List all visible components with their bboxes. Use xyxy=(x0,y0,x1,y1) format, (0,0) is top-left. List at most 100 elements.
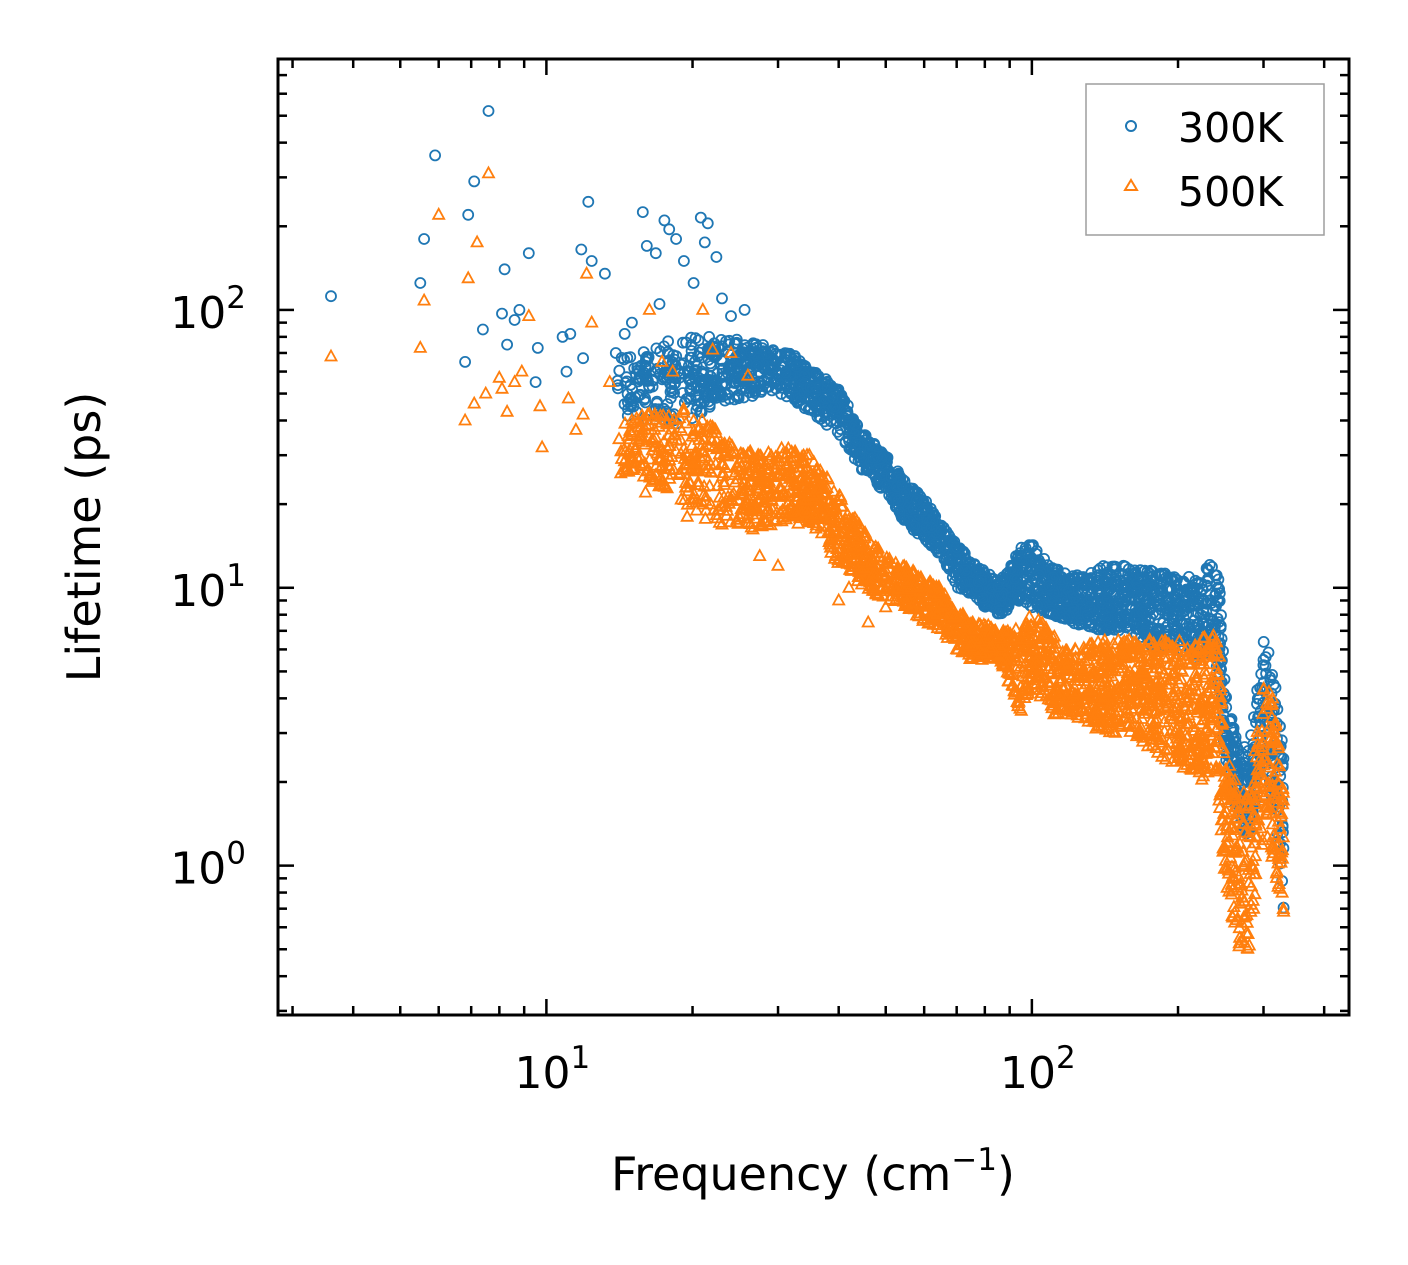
data-point xyxy=(522,247,535,260)
data-point xyxy=(1036,670,1051,683)
plot-area xyxy=(323,105,1291,954)
data-point xyxy=(685,338,698,351)
data-point xyxy=(1127,568,1139,580)
data-point xyxy=(1226,899,1241,912)
data-point xyxy=(715,353,728,366)
data-point xyxy=(585,255,598,267)
data-point xyxy=(633,457,648,471)
data-point xyxy=(651,395,663,408)
data-point xyxy=(831,592,846,606)
data-point xyxy=(1271,876,1287,889)
data-point xyxy=(1169,628,1182,641)
data-point xyxy=(1130,577,1143,590)
data-point xyxy=(496,307,508,320)
data-point xyxy=(1193,682,1208,696)
data-point xyxy=(1240,940,1255,954)
data-point xyxy=(698,463,713,477)
data-point xyxy=(950,541,963,554)
data-point xyxy=(1146,635,1161,649)
data-point xyxy=(1148,692,1163,705)
data-point xyxy=(768,512,783,525)
data-point xyxy=(1032,616,1047,629)
data-point xyxy=(461,270,476,284)
data-point xyxy=(653,298,666,310)
data-point xyxy=(1120,608,1133,620)
data-point xyxy=(1241,828,1256,841)
data-point xyxy=(638,484,653,498)
data-point xyxy=(1132,649,1148,663)
data-point xyxy=(805,481,820,495)
data-point xyxy=(613,465,628,479)
data-point xyxy=(458,412,473,426)
data-point xyxy=(863,463,875,476)
data-point xyxy=(1268,714,1283,728)
data-point xyxy=(575,243,588,256)
data-point xyxy=(1183,656,1198,670)
data-point xyxy=(656,444,671,458)
data-point xyxy=(626,316,638,329)
data-point xyxy=(1114,567,1127,580)
data-point xyxy=(1241,875,1256,888)
data-point xyxy=(1073,614,1086,627)
data-point xyxy=(1059,612,1071,625)
data-point xyxy=(1252,763,1267,776)
data-point xyxy=(1214,620,1227,632)
data-point xyxy=(1014,547,1027,559)
data-point xyxy=(1132,590,1144,603)
data-point xyxy=(1146,720,1161,734)
data-point xyxy=(1176,585,1188,598)
data-point xyxy=(702,438,717,451)
data-point xyxy=(715,333,728,346)
data-point xyxy=(1194,728,1210,742)
data-point xyxy=(687,277,700,289)
data-point xyxy=(470,234,485,248)
data-point xyxy=(896,478,908,491)
data-point xyxy=(958,619,973,633)
data-point xyxy=(703,330,715,343)
data-point xyxy=(513,303,526,316)
data-point xyxy=(1270,774,1285,788)
data-point xyxy=(712,489,727,503)
data-point xyxy=(691,474,706,488)
data-point xyxy=(1088,666,1103,680)
data-point xyxy=(727,354,739,366)
data-point xyxy=(917,496,930,509)
data-point xyxy=(1064,683,1079,697)
data-point xyxy=(1021,547,1034,559)
data-point xyxy=(934,542,947,555)
data-point xyxy=(1049,666,1064,680)
data-point xyxy=(1076,666,1091,680)
data-point xyxy=(1049,569,1062,581)
data-point xyxy=(462,208,475,221)
data-point xyxy=(1020,683,1035,697)
data-point xyxy=(848,531,863,545)
data-point xyxy=(1188,585,1200,597)
data-point xyxy=(994,645,1009,659)
data-point xyxy=(678,255,690,267)
data-point xyxy=(1158,751,1173,765)
data-point xyxy=(494,380,510,394)
data-point xyxy=(953,617,968,630)
data-point xyxy=(1044,605,1057,618)
data-point xyxy=(1253,767,1268,780)
data-point xyxy=(1026,642,1042,656)
data-point xyxy=(841,410,854,423)
data-point xyxy=(1225,908,1240,922)
data-point xyxy=(715,465,730,479)
data-point xyxy=(1167,653,1182,667)
data-point xyxy=(1236,893,1251,907)
data-point xyxy=(684,462,699,476)
data-point xyxy=(815,468,830,482)
data-point xyxy=(1122,568,1135,580)
data-point xyxy=(1258,787,1273,801)
data-point xyxy=(1213,583,1225,595)
data-point xyxy=(934,594,949,608)
data-point xyxy=(1220,829,1235,843)
data-point xyxy=(677,336,689,349)
data-point xyxy=(1209,569,1221,582)
data-point xyxy=(841,579,857,593)
data-point xyxy=(1106,636,1121,649)
data-point xyxy=(1096,669,1111,683)
data-point xyxy=(1195,630,1210,644)
data-point xyxy=(1081,652,1096,666)
